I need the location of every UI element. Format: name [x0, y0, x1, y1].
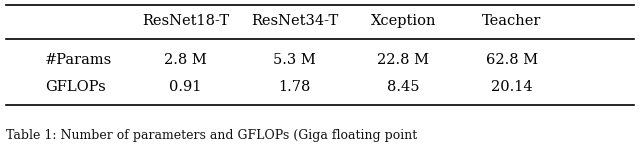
Text: ResNet18-T: ResNet18-T	[142, 14, 229, 28]
Text: GFLOPs: GFLOPs	[45, 80, 106, 94]
Text: 22.8 M: 22.8 M	[377, 53, 429, 67]
Text: 1.78: 1.78	[278, 80, 310, 94]
Text: 5.3 M: 5.3 M	[273, 53, 316, 67]
Text: 20.14: 20.14	[491, 80, 533, 94]
Text: Table 1: Number of parameters and GFLOPs (Giga floating point: Table 1: Number of parameters and GFLOPs…	[6, 129, 418, 141]
Text: Teacher: Teacher	[483, 14, 541, 28]
Text: 62.8 M: 62.8 M	[486, 53, 538, 67]
Text: ResNet34-T: ResNet34-T	[251, 14, 338, 28]
Text: #Params: #Params	[45, 53, 112, 67]
Text: 0.91: 0.91	[170, 80, 202, 94]
Text: 8.45: 8.45	[387, 80, 419, 94]
Text: 2.8 M: 2.8 M	[164, 53, 207, 67]
Text: Xception: Xception	[371, 14, 436, 28]
